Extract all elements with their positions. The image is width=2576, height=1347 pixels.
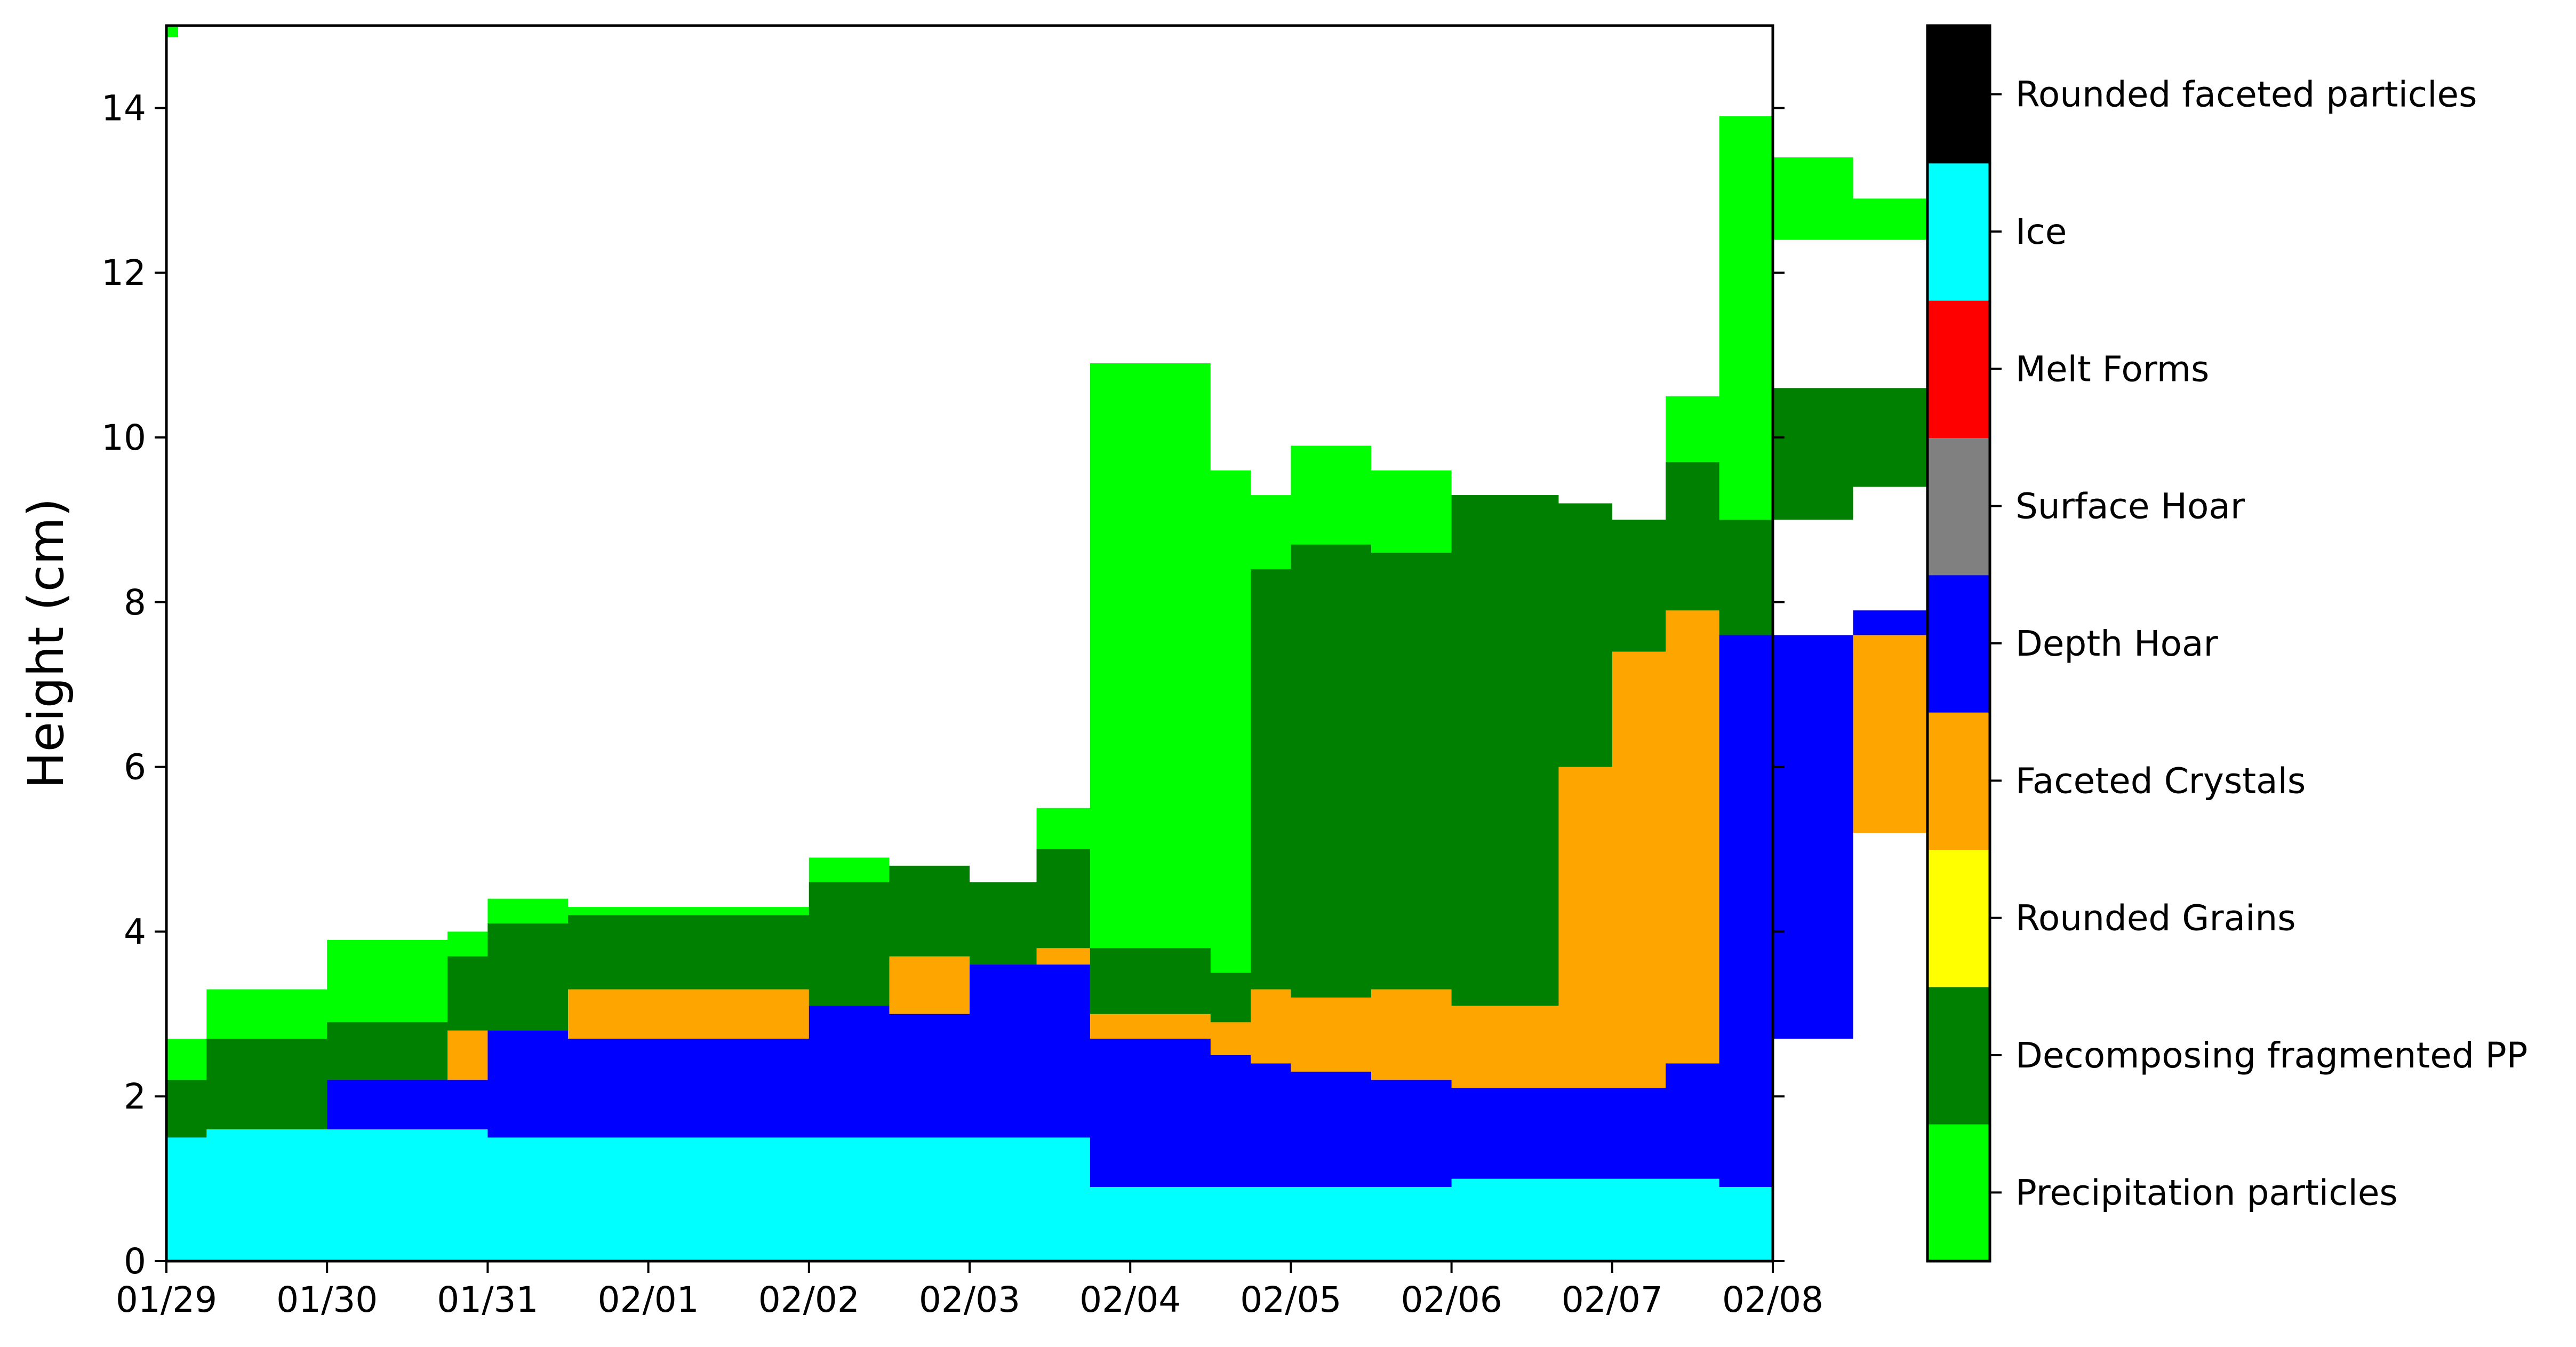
x-tick-label: 02/06 <box>1401 1279 1502 1320</box>
x-tick-label: 01/29 <box>116 1279 217 1320</box>
colorbar-swatch <box>1927 437 1990 576</box>
layer-top-marker <box>166 26 178 37</box>
y-tick-label: 0 <box>124 1241 146 1282</box>
x-tick-label: 01/31 <box>437 1279 538 1320</box>
colorbar-swatch <box>1927 1123 1990 1262</box>
y-axis-label: Height (cm) <box>18 498 75 788</box>
x-tick-label: 02/01 <box>597 1279 699 1320</box>
colorbar-label: Ice <box>2015 211 2067 252</box>
x-tick-label: 02/08 <box>1722 1279 1823 1320</box>
y-tick-label: 4 <box>124 911 146 952</box>
colorbar-label: Rounded Grains <box>2015 898 2296 939</box>
x-tick-label: 02/02 <box>758 1279 860 1320</box>
colorbar-label: Precipitation particles <box>2015 1172 2398 1213</box>
y-tick-label: 6 <box>124 747 146 788</box>
layer-depth-hoar <box>166 610 1934 1261</box>
colorbar-label: Melt Forms <box>2015 348 2209 389</box>
x-tick-label: 02/04 <box>1079 1279 1181 1320</box>
colorbar-legend: Precipitation particles Decomposing fragm… <box>1926 24 2527 1263</box>
colorbar-label: Rounded faceted particles <box>2015 74 2477 115</box>
plot-area-layers <box>166 26 1934 1261</box>
y-tick-label: 10 <box>101 417 146 458</box>
y-tick-label: 8 <box>124 582 146 623</box>
x-axis: 01/29 01/30 01/31 02/01 02/02 02/03 02/04 02/05… <box>116 1261 1823 1320</box>
y-tick-label: 12 <box>101 252 146 293</box>
colorbar-label: Depth Hoar <box>2015 623 2218 664</box>
y-axis: 0 2 4 6 8 10 12 14 <box>101 87 1785 1282</box>
colorbar-frame <box>1926 24 1991 1263</box>
x-tick-label: 01/30 <box>276 1279 378 1320</box>
colorbar-swatch <box>1927 712 1990 850</box>
colorbar-swatch <box>1927 300 1990 438</box>
colorbar-swatch <box>1927 986 1990 1125</box>
colorbar-swatch <box>1927 575 1990 713</box>
colorbar-swatch <box>1927 163 1990 301</box>
y-tick-label: 14 <box>101 87 146 129</box>
x-tick-label: 02/05 <box>1240 1279 1341 1320</box>
x-tick-label: 02/07 <box>1562 1279 1663 1320</box>
layer-ice <box>166 1129 1934 1261</box>
colorbar-label: Surface Hoar <box>2015 486 2245 527</box>
colorbar-swatch <box>1927 26 1990 164</box>
colorbar-label: Faceted Crystals <box>2015 760 2306 801</box>
x-tick-label: 02/03 <box>919 1279 1020 1320</box>
colorbar-swatch <box>1927 849 1990 987</box>
y-tick-label: 2 <box>124 1076 146 1117</box>
colorbar-label: Decomposing fragmented PP <box>2015 1035 2527 1076</box>
